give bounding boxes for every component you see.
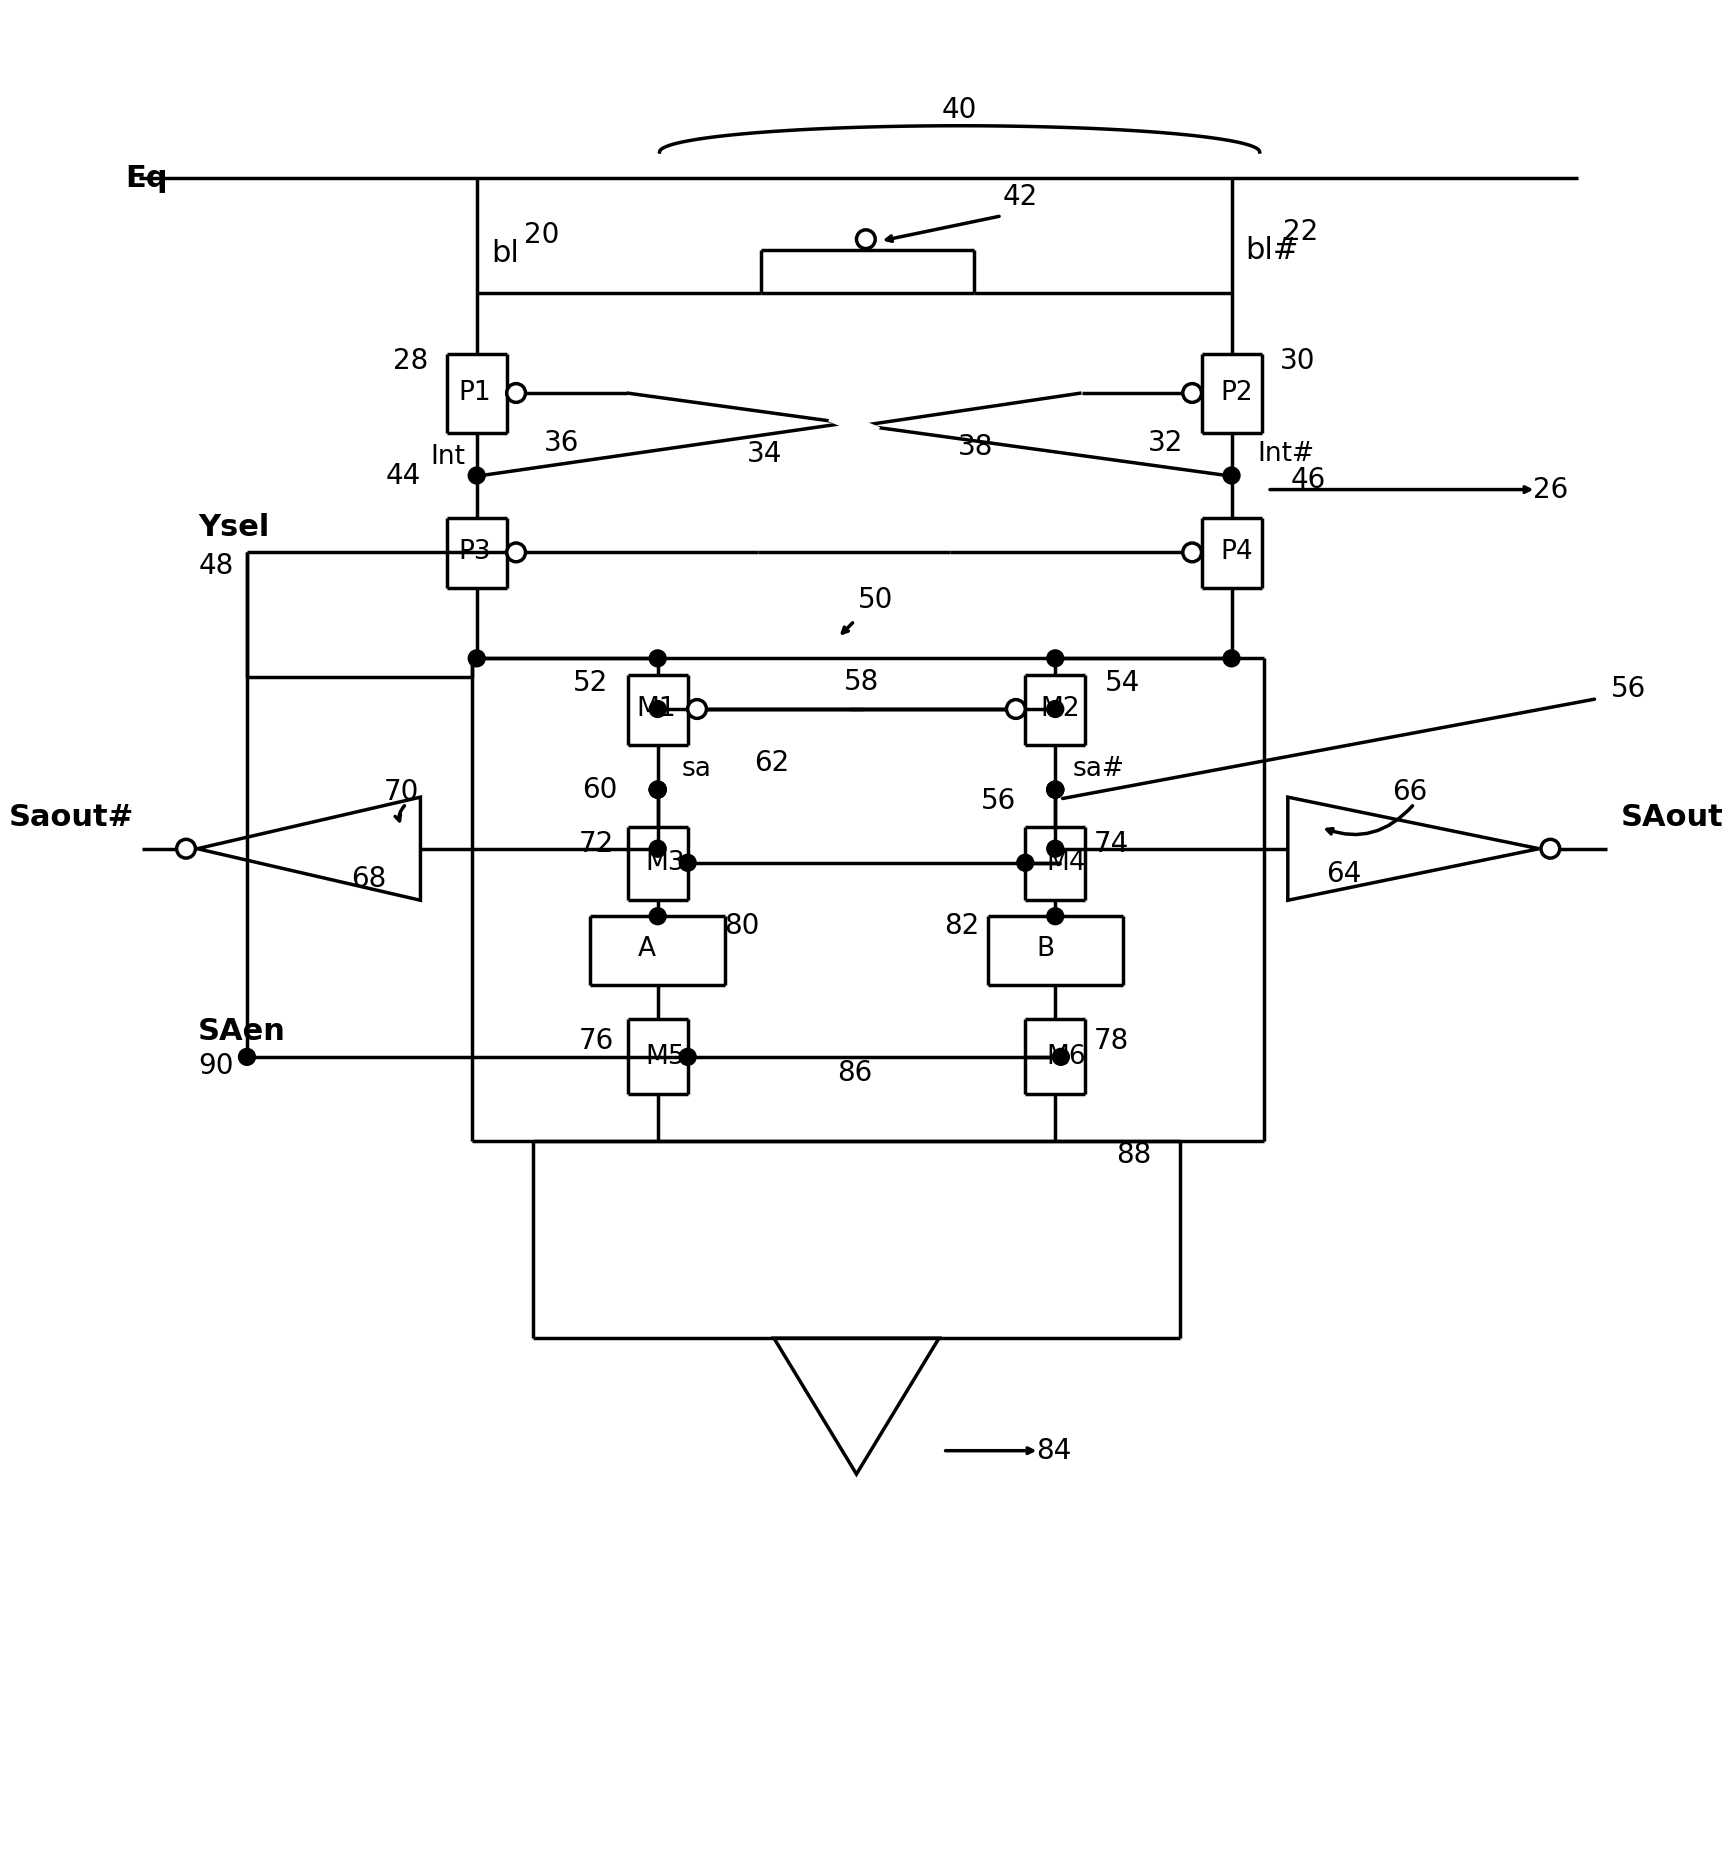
Text: 46: 46	[1291, 465, 1327, 493]
Text: A: A	[637, 936, 656, 963]
Circle shape	[1052, 1049, 1069, 1065]
Text: 48: 48	[199, 553, 234, 581]
Text: 36: 36	[543, 428, 580, 456]
Text: P3: P3	[458, 540, 491, 566]
Text: M2: M2	[1040, 695, 1080, 721]
Text: 42: 42	[1003, 183, 1038, 211]
Text: Ysel: Ysel	[199, 512, 270, 542]
Text: M6: M6	[1047, 1045, 1086, 1069]
Text: M1: M1	[637, 695, 676, 721]
Text: 38: 38	[958, 434, 993, 462]
Text: 50: 50	[858, 587, 893, 615]
Text: Int: Int	[431, 443, 465, 469]
Text: 56: 56	[981, 787, 1017, 815]
Circle shape	[1541, 839, 1560, 858]
Text: 26: 26	[1533, 475, 1567, 503]
Text: 70: 70	[384, 779, 419, 806]
Circle shape	[1007, 699, 1026, 718]
Text: Int#: Int#	[1258, 441, 1315, 467]
Text: sa: sa	[682, 755, 711, 781]
Circle shape	[649, 650, 666, 667]
Text: 22: 22	[1284, 217, 1318, 245]
Text: 58: 58	[844, 667, 879, 695]
Text: 64: 64	[1327, 860, 1362, 888]
Text: Saout#: Saout#	[9, 804, 135, 832]
Circle shape	[1047, 650, 1064, 667]
Text: 28: 28	[393, 348, 429, 376]
Text: 40: 40	[941, 95, 977, 123]
Text: 78: 78	[1093, 1026, 1130, 1054]
Text: 60: 60	[581, 776, 618, 804]
Text: sa#: sa#	[1073, 755, 1124, 781]
Text: 66: 66	[1393, 779, 1427, 806]
Circle shape	[1017, 854, 1035, 871]
Text: 34: 34	[747, 439, 782, 467]
Text: 44: 44	[386, 462, 420, 490]
Circle shape	[1047, 781, 1064, 798]
Circle shape	[1047, 781, 1064, 798]
Circle shape	[1223, 650, 1240, 667]
Circle shape	[507, 544, 526, 563]
Circle shape	[176, 839, 195, 858]
Text: Eq: Eq	[125, 164, 168, 193]
Circle shape	[649, 701, 666, 718]
Text: 54: 54	[1105, 669, 1140, 697]
Text: 80: 80	[725, 912, 759, 940]
Text: 72: 72	[580, 830, 614, 858]
Circle shape	[1183, 544, 1202, 563]
Text: bl: bl	[491, 239, 519, 267]
Circle shape	[689, 699, 706, 718]
Text: bl#: bl#	[1246, 235, 1299, 265]
Text: 74: 74	[1093, 830, 1130, 858]
Text: 32: 32	[1149, 428, 1183, 456]
Text: 30: 30	[1280, 348, 1315, 376]
Text: SAout: SAout	[1621, 804, 1723, 832]
Circle shape	[649, 781, 666, 798]
Circle shape	[469, 467, 484, 484]
Circle shape	[1183, 383, 1202, 402]
Text: M4: M4	[1047, 850, 1086, 877]
Text: 82: 82	[945, 912, 979, 940]
Circle shape	[680, 854, 695, 871]
Text: P4: P4	[1220, 540, 1253, 566]
Text: M5: M5	[645, 1045, 685, 1069]
Text: 76: 76	[580, 1026, 614, 1054]
Circle shape	[507, 383, 526, 402]
Text: B: B	[1036, 936, 1055, 963]
Circle shape	[1047, 701, 1064, 718]
Circle shape	[239, 1049, 256, 1065]
Text: 52: 52	[573, 669, 607, 697]
Text: 56: 56	[1611, 675, 1647, 703]
Text: 88: 88	[1116, 1142, 1152, 1170]
Circle shape	[649, 781, 666, 798]
Circle shape	[1047, 908, 1064, 925]
Text: 68: 68	[351, 865, 386, 893]
Circle shape	[469, 650, 484, 667]
Text: 84: 84	[1036, 1437, 1071, 1465]
Text: 90: 90	[199, 1052, 234, 1080]
Circle shape	[649, 781, 666, 798]
Text: P1: P1	[458, 379, 491, 406]
Text: 62: 62	[754, 749, 789, 778]
Circle shape	[680, 1049, 695, 1065]
Text: SAen: SAen	[199, 1017, 285, 1047]
Circle shape	[649, 908, 666, 925]
Circle shape	[1047, 841, 1064, 858]
Circle shape	[856, 230, 875, 249]
Circle shape	[649, 841, 666, 858]
Circle shape	[1047, 781, 1064, 798]
Circle shape	[1223, 467, 1240, 484]
Text: 86: 86	[837, 1060, 872, 1086]
Text: M3: M3	[645, 850, 685, 877]
Text: P2: P2	[1220, 379, 1253, 406]
Text: 20: 20	[524, 221, 559, 249]
